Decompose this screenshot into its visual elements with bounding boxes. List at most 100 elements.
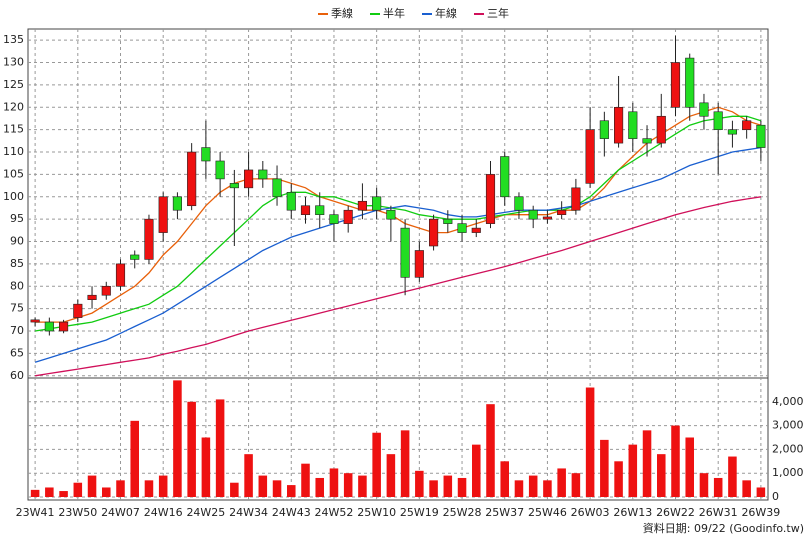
y-tick-label: 90 xyxy=(10,235,24,248)
volume-bar xyxy=(102,487,111,497)
volume-bar xyxy=(514,480,524,497)
volume-bar xyxy=(59,491,68,497)
volume-bar xyxy=(585,387,595,497)
candle-body xyxy=(528,209,538,220)
candle-body xyxy=(699,102,709,117)
candle-body xyxy=(500,156,510,198)
candle-body xyxy=(557,209,567,215)
volume-bar xyxy=(528,475,538,497)
candle-body xyxy=(343,209,353,224)
volume-bar xyxy=(699,473,709,497)
volume-bar xyxy=(742,480,751,497)
x-tick-label: 25W46 xyxy=(528,506,567,519)
volume-bar xyxy=(429,480,438,497)
x-tick-label: 25W37 xyxy=(485,506,524,519)
volume-bar xyxy=(713,477,723,497)
volume-bar xyxy=(187,401,196,497)
x-tick-label: 25W19 xyxy=(400,506,439,519)
volume-bar xyxy=(30,489,40,497)
candle-body xyxy=(628,111,638,139)
y-tick-label: 100 xyxy=(3,190,24,203)
candle-body xyxy=(258,169,268,180)
volume-bar xyxy=(173,380,182,497)
volume-bar xyxy=(158,475,168,497)
x-tick-label: 24W43 xyxy=(272,506,311,519)
legend-label: 年線 xyxy=(435,6,457,20)
legend-label: 三年 xyxy=(487,6,509,20)
y-tick-label: 120 xyxy=(3,100,24,113)
y-tick-label: 110 xyxy=(3,145,24,158)
candle-body xyxy=(571,187,581,211)
volume-tick-label: 3,000 xyxy=(772,419,804,432)
volume-bar xyxy=(472,444,481,497)
volume-bar xyxy=(628,444,638,497)
x-tick-label: 25W10 xyxy=(357,506,396,519)
volume-bar xyxy=(144,480,154,497)
y-tick-label: 60 xyxy=(10,369,24,382)
volume-bar xyxy=(87,475,97,497)
candle-body xyxy=(315,205,325,215)
candle-body xyxy=(158,196,168,233)
volume-bar xyxy=(343,473,353,497)
ma-line xyxy=(34,196,761,377)
volume-bar xyxy=(116,480,125,497)
volume-bar xyxy=(130,420,139,497)
volume-bar xyxy=(258,475,268,497)
candle-body xyxy=(429,218,439,247)
ma-line xyxy=(35,115,762,332)
volume-bar xyxy=(642,430,652,497)
x-tick-label: 26W31 xyxy=(699,506,738,519)
candle-body xyxy=(187,151,197,207)
volume-bar xyxy=(301,463,310,497)
volume-bar xyxy=(443,475,453,497)
volume-bar xyxy=(571,473,581,497)
candle-body xyxy=(115,263,126,287)
candle-body xyxy=(471,227,481,233)
y-tick-label: 95 xyxy=(10,212,24,225)
volume-bar xyxy=(272,480,282,497)
x-tick-label: 23W50 xyxy=(58,506,97,519)
volume-tick-label: 1,000 xyxy=(772,466,804,479)
y-tick-label: 130 xyxy=(3,56,24,69)
candle-body xyxy=(130,254,140,260)
y-tick-label: 125 xyxy=(3,78,24,91)
candle-body xyxy=(414,250,424,278)
candle-body xyxy=(400,227,410,278)
candle-body xyxy=(172,196,182,211)
x-tick-label: 26W39 xyxy=(741,506,780,519)
candle-body xyxy=(300,205,311,215)
volume-bar xyxy=(400,430,410,497)
y-tick-label: 105 xyxy=(3,167,24,180)
candle-body xyxy=(30,319,40,323)
x-tick-label: 25W28 xyxy=(443,506,482,519)
y-tick-label: 75 xyxy=(10,302,24,315)
volume-bar xyxy=(358,475,367,497)
candle-body xyxy=(756,124,766,148)
candle-body xyxy=(101,285,111,296)
volume-bar xyxy=(671,425,680,497)
candle-body xyxy=(229,183,239,189)
candle-body xyxy=(44,321,54,332)
ma-line xyxy=(35,106,762,323)
volume-tick-label: 0 xyxy=(772,490,779,503)
candle-body xyxy=(599,120,609,139)
candle-body xyxy=(286,192,296,211)
candle-body xyxy=(713,111,723,130)
y-tick-label: 65 xyxy=(10,346,24,359)
candle-body xyxy=(542,216,552,220)
candle-body xyxy=(614,107,624,144)
volume-bar xyxy=(315,477,324,497)
volume-bar xyxy=(614,461,623,497)
candle-body xyxy=(727,129,737,135)
candle-body xyxy=(201,147,211,162)
volume-bar xyxy=(45,487,54,497)
volume-bar xyxy=(372,432,381,497)
legend-label: 季線 xyxy=(331,6,353,20)
candle-body xyxy=(742,120,752,130)
volume-bar xyxy=(287,485,296,497)
volume-bar xyxy=(201,437,211,497)
volume-bar xyxy=(486,404,495,497)
candle-body xyxy=(514,196,524,211)
y-tick-label: 115 xyxy=(3,123,24,136)
